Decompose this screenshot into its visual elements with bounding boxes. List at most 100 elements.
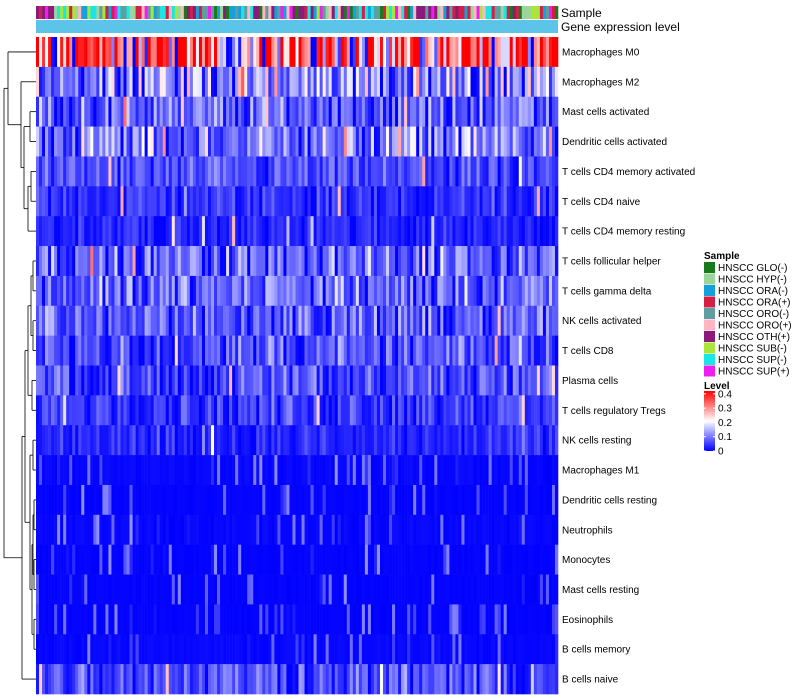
- heatmap-cell: [126, 156, 130, 187]
- heatmap-cell: [361, 425, 366, 456]
- heatmap-cell: [413, 66, 417, 98]
- heatmap-cell: [373, 126, 378, 157]
- heatmap-cell: [217, 574, 221, 605]
- heatmap-cell: [518, 156, 523, 187]
- heatmap-cell: [204, 126, 209, 157]
- heatmap-cell: [235, 574, 239, 605]
- heatmap-cell: [102, 484, 106, 516]
- heatmap-cell: [108, 425, 112, 456]
- heatmap-cell: [289, 305, 293, 336]
- heatmap-cell: [223, 455, 227, 486]
- heatmap-cell: [518, 425, 523, 456]
- heatmap-cell: [325, 574, 329, 605]
- heatmap-cell: [542, 37, 547, 68]
- heatmap-cell: [177, 664, 182, 695]
- heatmap-cell: [220, 335, 224, 366]
- heatmap-cell: [298, 335, 302, 366]
- heatmap-cell: [174, 37, 179, 68]
- heatmap-cell: [467, 126, 471, 157]
- heatmap-cell: [458, 216, 462, 247]
- sample-annotation-cell: [108, 6, 112, 19]
- heatmap-cell: [337, 574, 342, 605]
- heatmap-cell: [419, 216, 423, 247]
- heatmap-cell: [220, 514, 224, 545]
- heatmap-cell: [352, 664, 357, 695]
- sample-annotation-cell: [226, 6, 230, 19]
- heatmap-cell: [141, 664, 145, 695]
- heatmap-cell: [518, 664, 523, 695]
- heatmap-cell: [283, 514, 287, 545]
- heatmap-cell: [530, 455, 535, 486]
- heatmap-cell: [461, 365, 465, 396]
- heatmap-cell: [280, 37, 284, 68]
- heatmap-cell: [545, 604, 550, 635]
- heatmap-cell: [503, 604, 508, 635]
- heatmap-cell: [126, 395, 130, 426]
- heatmap-cell: [198, 514, 203, 545]
- heatmap-cell: [220, 425, 224, 456]
- heatmap-cell: [497, 365, 501, 396]
- heatmap-cell: [539, 574, 544, 605]
- heatmap-cell: [307, 156, 311, 187]
- heatmap-cell: [322, 425, 326, 456]
- heatmap-cell: [168, 395, 173, 426]
- heatmap-cell: [479, 365, 483, 396]
- heatmap-cell: [536, 544, 541, 575]
- heatmap-cell: [494, 126, 498, 157]
- heatmap-cell: [244, 514, 248, 545]
- heatmap-cell: [554, 395, 559, 426]
- heatmap-cell: [238, 335, 242, 366]
- heatmap-cell: [289, 395, 293, 426]
- heatmap-cell: [162, 275, 167, 307]
- heatmap-cell: [54, 395, 58, 426]
- sample-annotation-cell: [268, 6, 272, 19]
- heatmap-cell: [386, 634, 390, 665]
- sample-annotation-cell: [171, 6, 176, 19]
- heatmap-cell: [545, 246, 550, 277]
- heatmap-cell: [334, 216, 339, 247]
- heatmap-cell: [168, 186, 173, 217]
- heatmap-cell: [407, 365, 411, 396]
- heatmap-cell: [211, 574, 215, 605]
- heatmap-cell: [171, 544, 176, 575]
- heatmap-cell: [186, 275, 191, 307]
- heatmap-cell: [271, 305, 275, 336]
- heatmap-cell: [57, 455, 61, 486]
- heatmap-cell: [177, 37, 182, 68]
- heatmap-cell: [81, 96, 85, 127]
- sample-annotation-cell: [180, 6, 185, 19]
- heatmap-cell: [467, 365, 471, 396]
- heatmap-cell: [370, 365, 375, 396]
- heatmap-cell: [93, 126, 97, 157]
- sample-annotation-cell: [461, 6, 465, 19]
- heatmap-cell: [500, 634, 504, 665]
- heatmap-cell: [220, 37, 224, 68]
- heatmap-cell: [437, 365, 441, 396]
- heatmap-cell: [75, 186, 79, 217]
- heatmap-cell: [470, 425, 474, 456]
- heatmap-cell: [223, 484, 227, 516]
- heatmap-cell: [223, 126, 227, 157]
- heatmap-cell: [301, 126, 305, 157]
- heatmap-cell: [334, 96, 339, 127]
- sample-annotation-cell: [503, 6, 508, 19]
- heatmap-cell: [81, 425, 85, 456]
- heatmap-cell: [256, 514, 260, 545]
- heatmap-cell: [36, 484, 40, 516]
- heatmap-cell: [509, 126, 514, 157]
- heatmap-cell: [376, 664, 381, 695]
- heatmap-cell: [69, 395, 73, 426]
- heatmap-cell: [99, 246, 103, 277]
- heatmap-cell: [207, 246, 212, 277]
- heatmap-cell: [274, 425, 278, 456]
- heatmap-cell: [96, 335, 100, 366]
- heatmap-cell: [473, 305, 477, 336]
- heatmap-cell: [183, 514, 188, 545]
- heatmap-cell: [542, 634, 547, 665]
- heatmap-cell: [446, 37, 450, 68]
- heatmap-cell: [449, 664, 453, 695]
- heatmap-cell: [527, 574, 532, 605]
- heatmap-cell: [434, 37, 438, 68]
- heatmap-cell: [66, 96, 70, 127]
- heatmap-cell: [180, 246, 185, 277]
